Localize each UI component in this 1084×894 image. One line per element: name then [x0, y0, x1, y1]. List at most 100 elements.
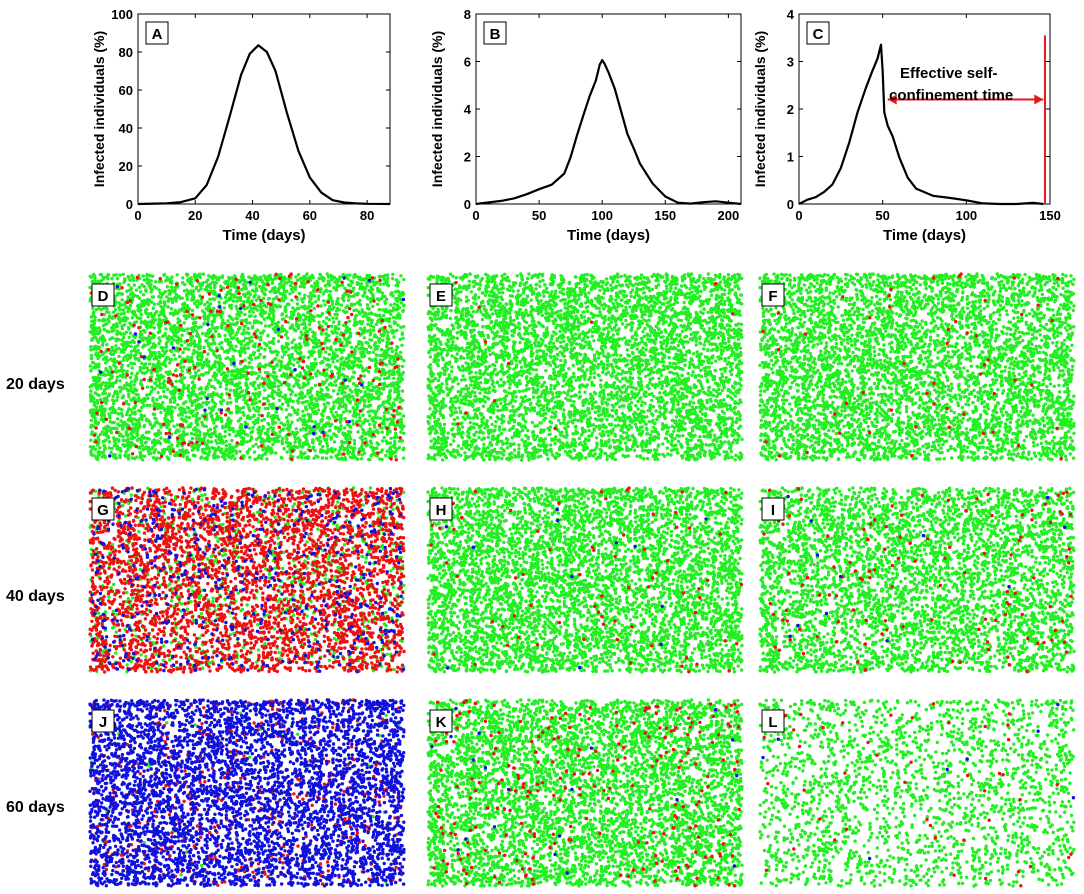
chart-c: 0 50 100 150 0 1 2 3 4 Time (days) Infected indivi… — [752, 7, 1061, 244]
panel-label-text: F — [768, 288, 777, 305]
panel-label-text: D — [98, 288, 109, 305]
panel-label-box — [761, 709, 785, 733]
panel-label-text: I — [771, 502, 775, 519]
y-tick-label: 2 — [464, 150, 471, 165]
x-tick-label: 100 — [955, 208, 977, 223]
points-red — [429, 486, 744, 674]
points-red — [431, 699, 741, 888]
points-blue — [88, 698, 406, 888]
panel-label-text: B — [490, 26, 501, 43]
points-green — [758, 486, 1076, 674]
x-axis-label: Time (days) — [883, 227, 966, 244]
confinement-annotation: Effective self-confinement time — [887, 35, 1046, 204]
y-tick-label: 4 — [464, 102, 472, 117]
y-tick-label: 0 — [787, 197, 794, 212]
panel-label-f: F — [761, 283, 785, 307]
y-tick-label: 1 — [787, 150, 794, 165]
points-blue — [90, 486, 406, 674]
series-line-infected — [137, 44, 391, 206]
x-tick-label: 40 — [245, 208, 259, 223]
panel-label-text: A — [152, 26, 163, 43]
panel-label-box — [91, 709, 115, 733]
points-red — [89, 272, 402, 462]
panel-label-box — [761, 497, 785, 521]
panel-label-text: C — [813, 26, 824, 43]
panel-label-e: E — [429, 283, 453, 307]
x-tick-label: 150 — [654, 208, 676, 223]
panel-label-box — [761, 283, 785, 307]
scatter-panel-e: E — [426, 272, 744, 462]
x-tick-label: 150 — [1039, 208, 1061, 223]
row-label-3: 60 days — [6, 799, 65, 816]
y-tick-label: 100 — [111, 7, 133, 22]
x-tick-label: 0 — [795, 208, 802, 223]
y-tick-label: 8 — [464, 7, 471, 22]
points-red — [762, 487, 1073, 674]
panel-label-h: H — [429, 497, 453, 521]
panel-label-text: G — [97, 502, 109, 519]
panel-label-b: B — [483, 21, 507, 45]
points-green — [758, 698, 1076, 888]
x-axis-label: Time (days) — [222, 227, 305, 244]
plot-frame — [137, 13, 391, 205]
y-tick-label: 3 — [787, 55, 794, 70]
row-labels: 20 days 40 days 60 days — [6, 376, 65, 816]
annotation-line-1: Effective self- — [900, 65, 998, 82]
x-tick-label: 50 — [875, 208, 889, 223]
panel-label-text: H — [436, 502, 447, 519]
x-axis-label: Time (days) — [567, 227, 650, 244]
panel-label-box — [429, 709, 453, 733]
x-tick-label: 20 — [188, 208, 202, 223]
series-line-infected — [798, 43, 1044, 206]
points-blue — [444, 507, 708, 670]
panel-label-d: D — [91, 283, 115, 307]
panel-label-j: J — [91, 709, 115, 733]
row-label-1: 20 days — [6, 376, 65, 393]
x-tick-label: 200 — [718, 208, 740, 223]
y-tick-label: 2 — [787, 102, 794, 117]
y-tick-label: 20 — [119, 159, 133, 174]
y-tick-label: 0 — [464, 197, 471, 212]
points-red — [762, 702, 1073, 888]
y-tick-label: 80 — [119, 45, 133, 60]
points-red — [454, 280, 735, 431]
x-tick-label: 100 — [591, 208, 613, 223]
scatter-panel-i: I — [758, 486, 1076, 674]
arrow-head-right — [1034, 94, 1044, 105]
panel-label-box — [806, 21, 830, 45]
y-tick-label: 0 — [126, 197, 133, 212]
panel-label-box — [91, 497, 115, 521]
points-red — [88, 486, 406, 674]
panel-label-i: I — [761, 497, 785, 521]
points-blue — [430, 706, 739, 875]
y-axis-label: Infected individuals (%) — [752, 31, 768, 187]
x-tick-label: 60 — [303, 208, 317, 223]
points-green — [758, 272, 1076, 462]
scatter-panel-k: K — [426, 698, 744, 888]
scatter-panel-f: F — [758, 272, 1076, 462]
y-tick-label: 4 — [787, 7, 795, 22]
chart-b: 0 50 100 150 200 0 2 4 6 8 Time (days) Infected ind… — [429, 7, 742, 244]
x-tick-label: 0 — [472, 208, 479, 223]
points-green — [88, 272, 406, 462]
y-axis-label: Infected individuals (%) — [429, 31, 445, 187]
plot-frame — [475, 13, 742, 205]
scatter-panel-l: L — [758, 698, 1076, 888]
scatter-panel-h: H — [426, 486, 744, 674]
points-green — [426, 698, 744, 888]
y-axis-label: Infected individuals (%) — [91, 31, 107, 187]
panel-label-box — [91, 283, 115, 307]
y-tick-label: 40 — [119, 121, 133, 136]
scatter-panel-j: J — [88, 698, 406, 888]
panel-label-box — [483, 21, 507, 45]
y-tick-label: 6 — [464, 55, 471, 70]
scatter-panel-g: G — [88, 486, 406, 674]
points-blue — [98, 276, 406, 458]
scatter-panel-d: D — [88, 272, 406, 462]
panel-label-text: K — [436, 714, 447, 731]
chart-a: 0 20 40 60 80 0 20 40 60 80 100 Time (days) Infected… — [91, 7, 391, 244]
panel-label-l: L — [761, 709, 785, 733]
x-tick-label: 80 — [360, 208, 374, 223]
